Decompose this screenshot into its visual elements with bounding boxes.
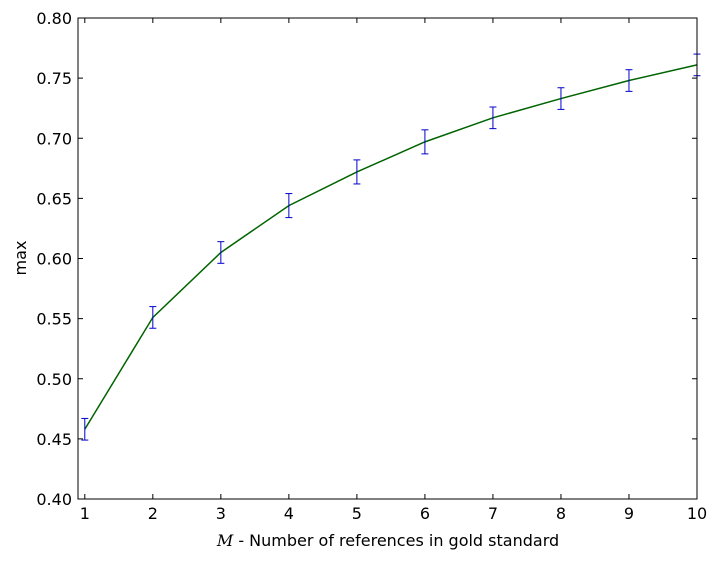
- y-axis-label: max: [11, 241, 30, 276]
- y-tick-label: 0.55: [36, 310, 72, 329]
- y-tick-label: 0.80: [36, 9, 72, 28]
- plot-area: [81, 53, 701, 441]
- x-tick-label: 1: [80, 504, 90, 523]
- y-tick-label: 0.45: [36, 430, 72, 449]
- x-tick-label: 8: [556, 504, 566, 523]
- x-axis: 1 2 3 4 5 6 7 8 9 10: [80, 18, 707, 523]
- x-tick-label: 3: [216, 504, 226, 523]
- y-tick-label: 0.70: [36, 129, 72, 148]
- x-axis-label: M - Number of references in gold standar…: [216, 531, 559, 550]
- y-tick-label: 0.40: [36, 490, 72, 509]
- series-line: [84, 64, 698, 430]
- error-bar: [81, 417, 89, 441]
- error-bar: [353, 159, 361, 185]
- error-bar: [625, 69, 633, 92]
- y-tick-label: 0.60: [36, 250, 72, 269]
- x-tick-label: 2: [148, 504, 158, 523]
- error-bar: [217, 241, 225, 264]
- y-tick-label: 0.75: [36, 69, 72, 88]
- x-tick-label: 7: [488, 504, 498, 523]
- x-tick-label: 10: [687, 504, 707, 523]
- error-bar: [421, 129, 429, 155]
- y-tick-label: 0.65: [36, 189, 72, 208]
- x-axis-variable: M: [216, 531, 234, 550]
- y-axis: 0.40 0.45 0.50 0.55 0.60 0.65 0.70 0.75 0.80: [36, 9, 697, 509]
- error-bar: [557, 87, 565, 110]
- error-bar: [149, 306, 157, 329]
- x-tick-label: 5: [352, 504, 362, 523]
- x-tick-label: 4: [284, 504, 294, 523]
- y-tick-label: 0.50: [36, 370, 72, 389]
- error-bar: [285, 193, 293, 219]
- x-tick-label: 9: [624, 504, 634, 523]
- x-tick-label: 6: [420, 504, 430, 523]
- error-bar: [489, 106, 497, 130]
- plot-frame: [77, 17, 698, 500]
- x-axis-label-text: - Number of references in gold standard: [233, 531, 559, 550]
